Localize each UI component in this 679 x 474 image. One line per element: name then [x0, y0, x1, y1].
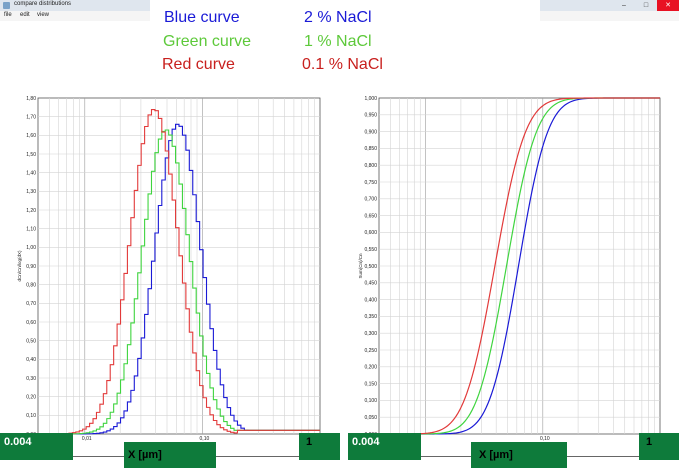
left-axis-box: X [µm] [124, 442, 216, 468]
right-ylabel: Sum(Cn)/Cn [358, 253, 363, 279]
right-ytick-label: 0,950 [364, 113, 377, 119]
legend-green-value: 1 % NaCl [304, 33, 372, 50]
legend-green-label: Green curve [163, 33, 252, 50]
left-xtick-label: 0,01 [82, 436, 92, 442]
left-max-box: 1 [299, 433, 340, 460]
left-ytick-label: 1,70 [26, 114, 36, 120]
legend-blue-label: Blue curve [164, 9, 240, 26]
right-ytick-label: 0,450 [364, 281, 377, 287]
right-ytick-label: 0,400 [364, 297, 377, 303]
close-button[interactable]: ✕ [657, 0, 679, 11]
left-ytick-label: 0,50 [26, 338, 36, 344]
left-ytick-label: 0,20 [26, 394, 36, 400]
right-ytick-label: 0,050 [364, 415, 377, 421]
left-ytick-label: 0,80 [26, 282, 36, 288]
left-ylabel: dCn/Cn/log(dX) [17, 250, 22, 282]
right-max-box: 1 [639, 433, 679, 460]
left-ytick-label: 0,70 [26, 301, 36, 307]
left-max-value: 1 [306, 436, 313, 448]
right-ytick-label: 0,650 [364, 213, 377, 219]
right-min-box: 0.004 [348, 433, 421, 460]
left-ytick-label: 1,50 [26, 152, 36, 158]
left-axis-label: X [µm] [128, 449, 162, 461]
legend-red-label: Red curve [162, 56, 235, 73]
right-ytick-label: 0,150 [364, 381, 377, 387]
right-ytick-label: 1,000 [364, 96, 377, 102]
right-ytick-label: 0,100 [364, 398, 377, 404]
menu-view[interactable]: view [37, 12, 50, 18]
left-min-value: 0.004 [4, 436, 32, 448]
right-ytick-label: 0,500 [364, 264, 377, 270]
left-min-box: 0.004 [0, 433, 73, 460]
right-ytick-label: 0,200 [364, 365, 377, 371]
right-ytick-label: 0,850 [364, 146, 377, 152]
left-ytick-label: 1,80 [26, 96, 36, 102]
left-ytick-label: 1,40 [26, 170, 36, 176]
legend-red-value: 0.1 % NaCl [302, 56, 383, 73]
right-ytick-label: 0,900 [364, 129, 377, 135]
menu-edit[interactable]: edit [20, 12, 30, 18]
right-ytick-label: 0,550 [364, 247, 377, 253]
right-ytick-label: 0,350 [364, 314, 377, 320]
right-xtick-label: 0,10 [540, 436, 550, 442]
right-axis-label: X [µm] [479, 449, 513, 461]
left-ytick-label: 0,10 [26, 413, 36, 419]
right-series-red-curve [379, 97, 660, 435]
minimize-button[interactable]: – [622, 2, 626, 9]
right-ytick-label: 0,750 [364, 180, 377, 186]
left-ytick-label: 1,60 [26, 133, 36, 139]
right-axis-box: X [µm] [471, 442, 567, 468]
left-series-red-curve [37, 108, 320, 435]
window-title: compare distributions [14, 1, 72, 7]
left-ytick-label: 1,10 [26, 226, 36, 232]
right-ytick-label: 0,600 [364, 230, 377, 236]
right-ytick-label: 0,700 [364, 197, 377, 203]
left-ytick-label: 0,90 [26, 264, 36, 270]
right-min-value: 0.004 [352, 436, 380, 448]
right-ytick-label: 0,800 [364, 163, 377, 169]
app-icon [3, 2, 10, 9]
menu-file[interactable]: file [4, 12, 12, 18]
left-ytick-label: 1,30 [26, 189, 36, 195]
left-xtick-label: 0,10 [200, 436, 210, 442]
right-max-value: 1 [646, 436, 653, 448]
legend-blue-value: 2 % NaCl [304, 9, 372, 26]
left-ytick-label: 0,40 [26, 357, 36, 363]
right-ytick-label: 0,300 [364, 331, 377, 337]
maximize-button[interactable]: □ [643, 2, 649, 9]
left-ytick-label: 0,60 [26, 320, 36, 326]
right-ytick-label: 0,250 [364, 348, 377, 354]
left-ytick-label: 1,00 [26, 245, 36, 251]
legend-overlay: Blue curve 2 % NaCl Green curve 1 % NaCl… [150, 0, 540, 82]
left-ytick-label: 1,20 [26, 208, 36, 214]
left-ytick-label: 0,30 [26, 376, 36, 382]
